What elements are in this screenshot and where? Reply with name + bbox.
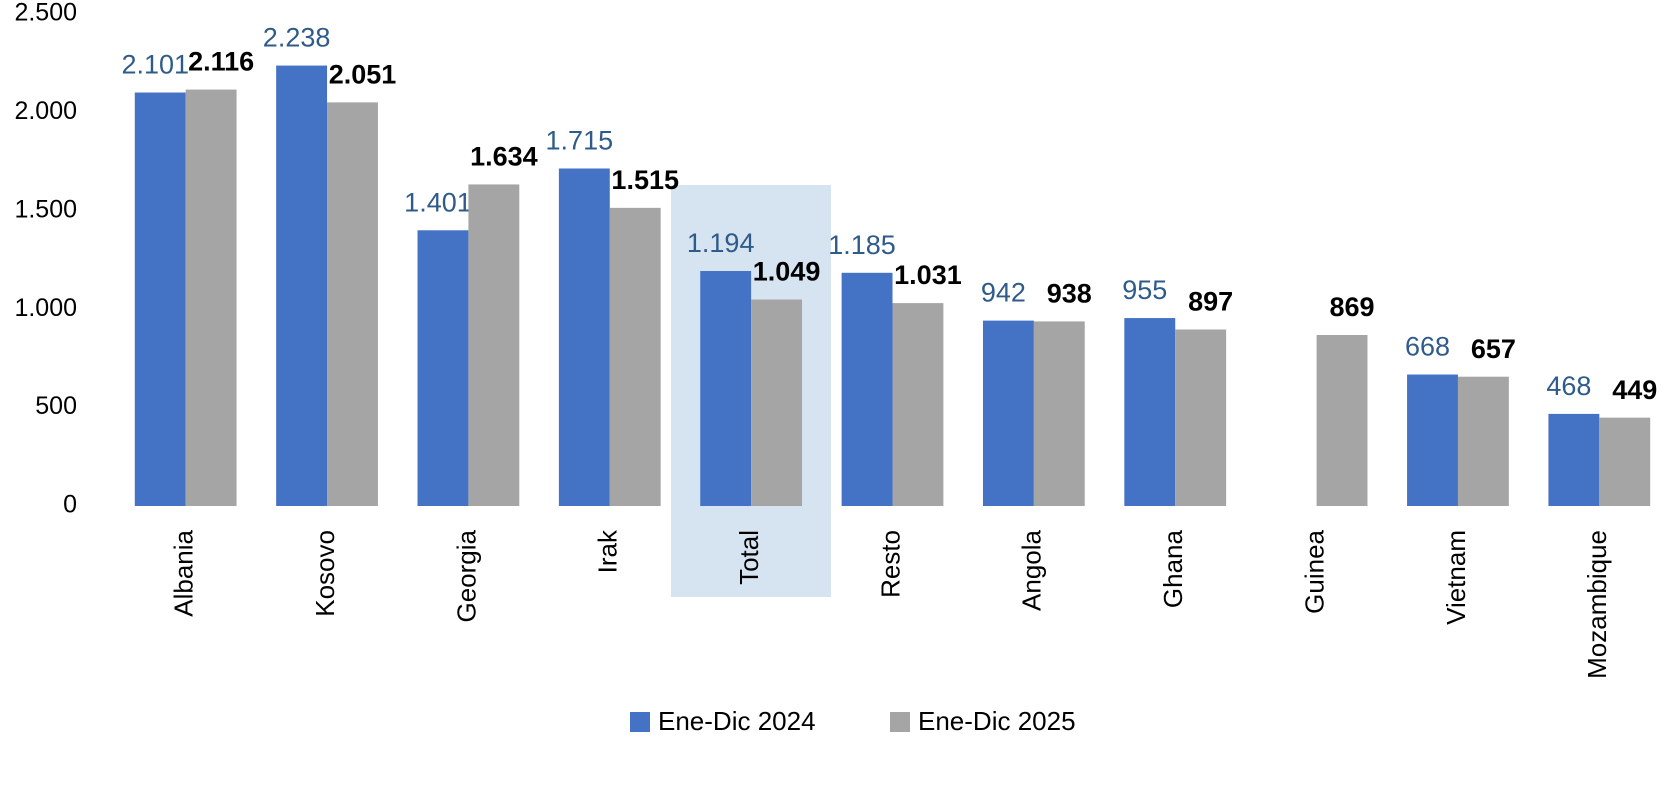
value-label: 668	[1405, 332, 1450, 362]
x-tick-label: Irak	[593, 529, 623, 573]
bar	[751, 299, 803, 506]
bar	[1599, 417, 1651, 506]
value-label: 1.515	[611, 165, 679, 195]
value-label: 449	[1612, 375, 1657, 405]
x-tick-label: Angola	[1017, 529, 1047, 610]
bar	[1175, 329, 1227, 506]
y-tick-label: 2.500	[14, 0, 77, 27]
value-label: 1.715	[546, 126, 614, 156]
x-tick-label: Vietnam	[1441, 530, 1471, 625]
bar	[276, 65, 328, 507]
value-label: 1.049	[753, 257, 821, 287]
y-tick-label: 2.000	[14, 97, 77, 125]
value-label: 468	[1546, 371, 1591, 401]
value-label: 2.101	[121, 50, 189, 80]
x-tick-label: Georgia	[451, 529, 481, 622]
value-label: 955	[1122, 275, 1167, 305]
value-label: 869	[1330, 292, 1375, 322]
value-label: 657	[1471, 334, 1516, 364]
legend-label: Ene-Dic 2024	[658, 706, 816, 736]
bar	[841, 272, 893, 506]
value-label: 2.116	[188, 47, 254, 77]
bar	[1316, 334, 1368, 506]
y-tick-label: 0	[63, 491, 77, 519]
x-tick-label: Resto	[875, 530, 905, 598]
bar	[327, 102, 378, 507]
bar	[134, 92, 186, 507]
value-label: 2.051	[329, 59, 397, 89]
x-tick-label: Ghana	[1158, 529, 1188, 608]
bar	[185, 89, 237, 506]
x-tick-label: Guinea	[1299, 529, 1329, 613]
value-label: 1.185	[828, 230, 896, 260]
bar	[558, 168, 610, 506]
bar	[1124, 318, 1176, 506]
value-label: 1.031	[894, 260, 962, 290]
x-tick-label: Albania	[169, 529, 199, 616]
bar	[417, 230, 469, 506]
value-label: 938	[1047, 279, 1092, 309]
value-label: 1.194	[687, 228, 755, 258]
value-label: 1.634	[470, 142, 538, 172]
x-tick-label: Kosovo	[310, 530, 340, 617]
bar	[892, 303, 944, 506]
bar	[468, 184, 520, 506]
value-label: 942	[981, 278, 1026, 308]
y-tick-label: 1.500	[14, 195, 77, 223]
value-label: 1.401	[404, 187, 472, 217]
y-tick-label: 500	[35, 392, 77, 420]
x-tick-label: Total	[734, 530, 764, 585]
y-tick-label: 1.000	[14, 294, 77, 322]
x-tick-label: Mozambique	[1582, 530, 1612, 679]
bar	[1457, 376, 1509, 506]
value-label: 897	[1188, 287, 1233, 317]
legend-swatch	[890, 712, 910, 732]
bar	[1548, 413, 1600, 506]
bar	[982, 320, 1034, 506]
bar	[1033, 321, 1085, 506]
bar	[609, 207, 661, 506]
value-label: 2.238	[263, 23, 331, 53]
legend-label: Ene-Dic 2025	[918, 706, 1076, 736]
legend-swatch	[630, 712, 650, 732]
bar	[1407, 374, 1458, 506]
bar	[700, 271, 752, 506]
